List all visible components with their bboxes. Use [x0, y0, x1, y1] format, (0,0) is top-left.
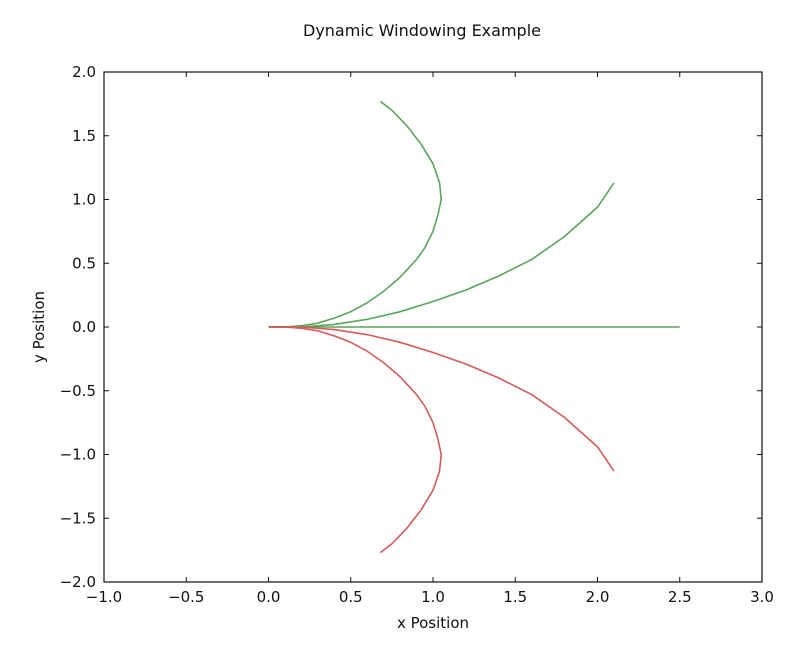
- y-tick-label: 0.5: [72, 254, 96, 272]
- y-tick-label: 1.0: [72, 191, 96, 209]
- series-line-1: [268, 182, 615, 328]
- y-axis-label: y Position: [30, 291, 48, 363]
- x-tick-label: −1.0: [86, 588, 122, 606]
- x-axis: −1.0 −0.5 0.0 0.5 1.0 1.5 2.0 2.5 3.0: [86, 72, 774, 606]
- y-tick-label: −0.5: [60, 382, 96, 400]
- x-tick-label: 1.0: [421, 588, 445, 606]
- x-axis-label: x Position: [397, 614, 469, 632]
- x-tick-label: 0.0: [257, 588, 281, 606]
- y-axis: −2.0 −1.5 −1.0 −0.5 0.0 0.5 1.0 1.5 2.0: [60, 63, 762, 591]
- series-line-3: [268, 326, 615, 472]
- x-tick-label: 2.0: [586, 588, 610, 606]
- x-tick-label: 0.5: [339, 588, 363, 606]
- x-tick-label: 1.5: [503, 588, 527, 606]
- x-tick-label: 3.0: [750, 588, 774, 606]
- y-tick-label: 0.0: [72, 318, 96, 336]
- x-tick-label: −0.5: [168, 588, 204, 606]
- x-tick-label: 2.5: [668, 588, 692, 606]
- y-tick-label: −1.5: [60, 509, 96, 527]
- y-tick-label: −2.0: [60, 573, 96, 591]
- y-tick-label: 2.0: [72, 63, 96, 81]
- chart-title: Dynamic Windowing Example: [303, 21, 541, 40]
- series-line-4: [268, 326, 443, 554]
- series-line-0: [268, 100, 443, 328]
- y-tick-label: −1.0: [60, 446, 96, 464]
- y-tick-label: 1.5: [72, 127, 96, 145]
- series-layer: [268, 100, 680, 554]
